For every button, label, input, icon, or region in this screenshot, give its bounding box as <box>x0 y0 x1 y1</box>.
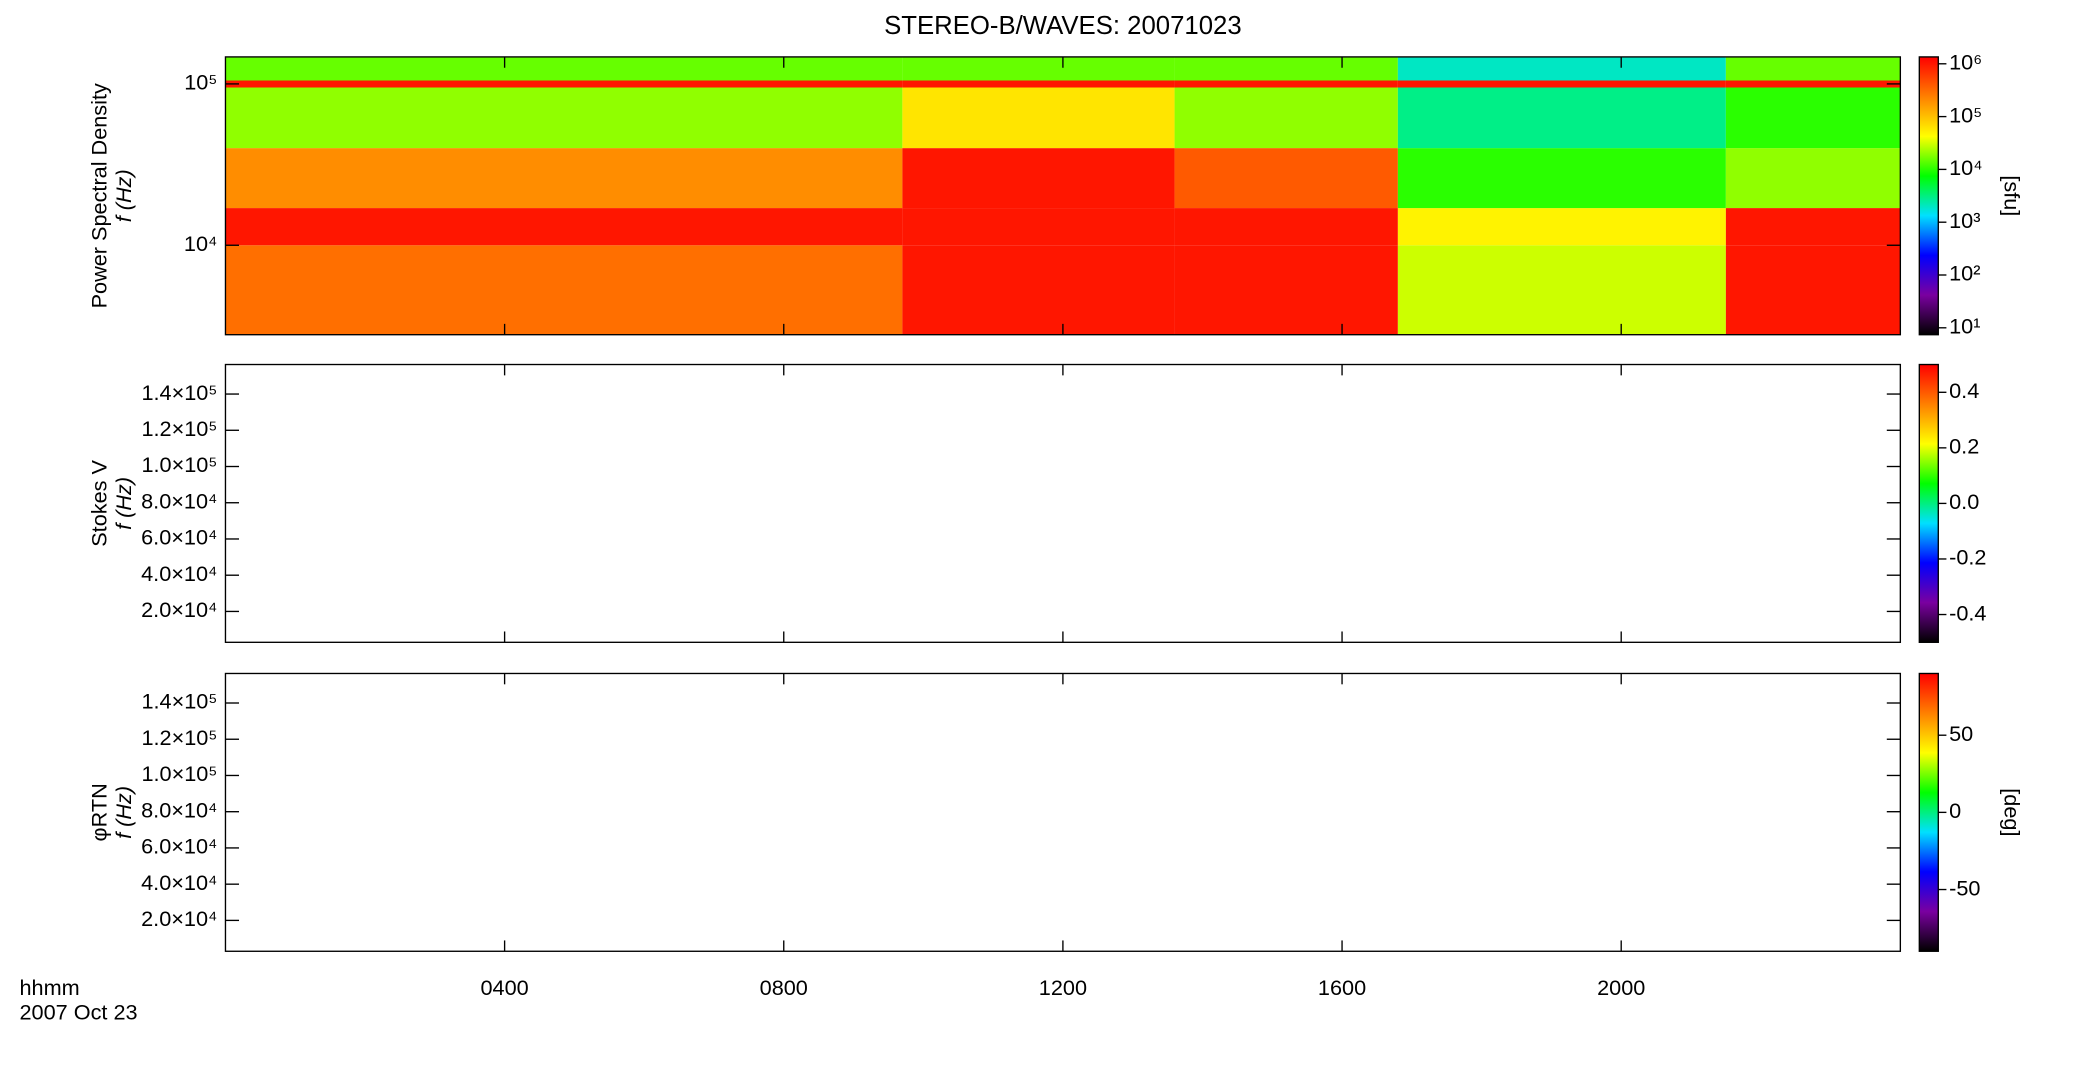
heatmap-cell <box>1174 80 1398 88</box>
x-tick-label: 1600 <box>1318 975 1366 1000</box>
colorbar-tick-label: -50 <box>1949 875 1980 900</box>
heatmap-cell <box>1174 148 1398 209</box>
y-tick-label: 1.4×10⁵ <box>141 380 217 405</box>
y-axis-label: f (Hz) <box>111 169 136 222</box>
x-tick-label: 2000 <box>1597 975 1645 1000</box>
heatmap-cell <box>902 148 1175 209</box>
heatmap-cell <box>1725 245 1901 335</box>
x-tick-label: 0400 <box>481 975 529 1000</box>
colorbar-tick-label: 50 <box>1949 721 1973 746</box>
y-axis-label: Power Spectral Density <box>87 83 112 308</box>
y-tick-label: 1.4×10⁵ <box>141 689 217 714</box>
heatmap-cell <box>1174 245 1398 335</box>
y-tick-label: 2.0×10⁴ <box>141 906 217 931</box>
heatmap-cell <box>902 80 1175 88</box>
plot-frame <box>224 672 1902 952</box>
heatmap-cell <box>225 208 903 246</box>
y-tick-label: 1.0×10⁵ <box>141 761 217 786</box>
colorbar-label: [sfu] <box>1999 175 2024 216</box>
colorbar-tick-label: 10⁵ <box>1949 102 1982 127</box>
heatmap-cell <box>225 245 903 335</box>
heatmap-cell <box>225 80 903 88</box>
x-tick-label: 0800 <box>760 975 808 1000</box>
heatmap-cell <box>1397 208 1726 246</box>
heatmap-cell <box>1397 80 1726 88</box>
y-tick-label: 1.0×10⁵ <box>141 452 217 477</box>
y-axis-label: Stokes V <box>87 460 112 547</box>
heatmap-cell <box>1174 56 1398 81</box>
y-tick-label: 6.0×10⁴ <box>141 525 217 550</box>
colorbar-tick-label: 10¹ <box>1949 314 1980 339</box>
y-tick-label: 8.0×10⁴ <box>141 797 217 822</box>
y-axis-label: φRTN <box>87 783 112 841</box>
heatmap-cell <box>902 245 1175 335</box>
heatmap-cell <box>1725 56 1901 81</box>
colorbar-tick-label: 10² <box>1949 261 1980 286</box>
colorbar <box>1918 56 1939 336</box>
heatmap-cell <box>902 208 1175 246</box>
colorbar-tick-label: 0 <box>1949 798 1961 823</box>
colorbar-tick-label: 10⁶ <box>1949 50 1982 75</box>
colorbar-tick-label: 10³ <box>1949 208 1980 233</box>
colorbar-tick-label: 0.4 <box>1949 378 1979 403</box>
heatmap-cell <box>1397 87 1726 149</box>
x-axis-label: hhmm <box>19 975 79 1000</box>
y-axis-label: f (Hz) <box>111 477 136 530</box>
heatmap-cell <box>1725 87 1901 149</box>
date-label: 2007 Oct 23 <box>19 999 137 1024</box>
colorbar <box>1918 363 1939 643</box>
heatmap-cell <box>902 56 1175 81</box>
y-tick-label: 6.0×10⁴ <box>141 834 217 859</box>
heatmap-cell <box>225 148 903 209</box>
heatmap-cell <box>1725 208 1901 246</box>
x-tick-label: 1200 <box>1039 975 1087 1000</box>
heatmap-cell <box>1725 80 1901 88</box>
y-tick-label: 1.2×10⁵ <box>141 416 217 441</box>
heatmap-cell <box>1725 148 1901 209</box>
heatmap-cell <box>1397 56 1726 81</box>
heatmap-cell <box>1174 208 1398 246</box>
chart-title: STEREO-B/WAVES: 20071023 <box>884 12 1242 40</box>
plot-frame <box>224 363 1902 643</box>
colorbar-tick-label: 0.2 <box>1949 434 1979 459</box>
y-axis-label: f (Hz) <box>111 786 136 839</box>
y-tick-label: 4.0×10⁴ <box>141 870 217 895</box>
heatmap-cell <box>902 87 1175 149</box>
heatmap-cell <box>1397 148 1726 209</box>
colorbar-tick-label: 0.0 <box>1949 489 1979 514</box>
colorbar-tick-label: -0.4 <box>1949 600 1986 625</box>
y-tick-label: 1.2×10⁵ <box>141 725 217 750</box>
y-tick-label: 10⁵ <box>184 70 217 95</box>
colorbar-tick-label: 10⁴ <box>1949 155 1982 180</box>
y-tick-label: 10⁴ <box>184 231 217 256</box>
colorbar-tick-label: -0.2 <box>1949 545 1986 570</box>
y-tick-label: 2.0×10⁴ <box>141 597 217 622</box>
heatmap-cell <box>225 87 903 149</box>
heatmap-cell <box>1397 245 1726 335</box>
colorbar <box>1918 672 1939 952</box>
heatmap-cell <box>1174 87 1398 149</box>
heatmap-cell <box>225 56 903 81</box>
y-tick-label: 8.0×10⁴ <box>141 488 217 513</box>
y-tick-label: 4.0×10⁴ <box>141 561 217 586</box>
colorbar-label: [deg] <box>1999 788 2024 836</box>
